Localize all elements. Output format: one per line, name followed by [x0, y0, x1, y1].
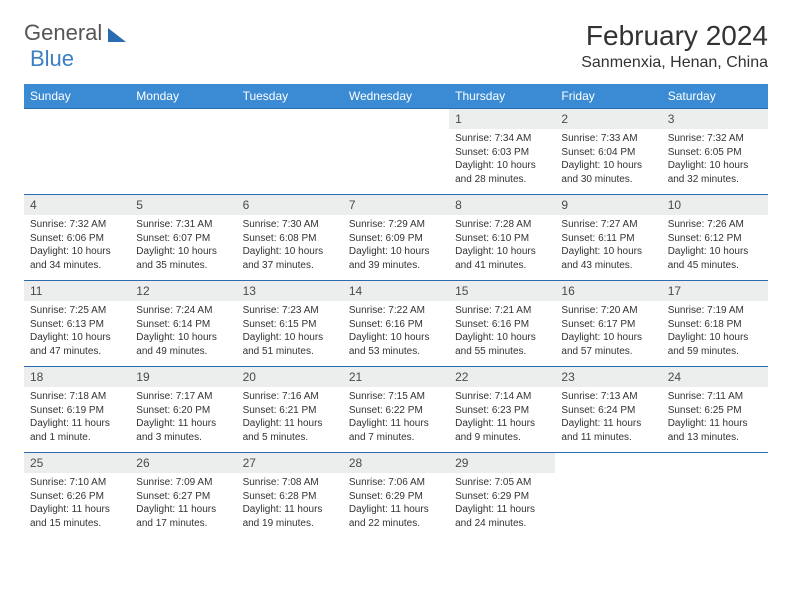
day-number-cell: 22 — [449, 367, 555, 388]
day-number-cell: 23 — [555, 367, 661, 388]
day-detail-cell: Sunrise: 7:31 AMSunset: 6:07 PMDaylight:… — [130, 215, 236, 281]
day-detail-cell: Sunrise: 7:16 AMSunset: 6:21 PMDaylight:… — [237, 387, 343, 453]
day-detail-row: Sunrise: 7:32 AMSunset: 6:06 PMDaylight:… — [24, 215, 768, 281]
day-detail-cell — [343, 129, 449, 195]
day-detail-cell — [662, 473, 768, 538]
day-detail-cell — [24, 129, 130, 195]
day-number-cell: 11 — [24, 281, 130, 302]
day-detail-cell: Sunrise: 7:18 AMSunset: 6:19 PMDaylight:… — [24, 387, 130, 453]
day-detail-row: Sunrise: 7:34 AMSunset: 6:03 PMDaylight:… — [24, 129, 768, 195]
day-detail-cell: Sunrise: 7:28 AMSunset: 6:10 PMDaylight:… — [449, 215, 555, 281]
day-number-cell: 19 — [130, 367, 236, 388]
day-number-cell: 8 — [449, 195, 555, 216]
title-block: February 2024 Sanmenxia, Henan, China — [581, 20, 768, 80]
day-detail-cell: Sunrise: 7:11 AMSunset: 6:25 PMDaylight:… — [662, 387, 768, 453]
dow-row: SundayMondayTuesdayWednesdayThursdayFrid… — [24, 84, 768, 109]
day-detail-cell: Sunrise: 7:22 AMSunset: 6:16 PMDaylight:… — [343, 301, 449, 367]
day-number-cell: 21 — [343, 367, 449, 388]
day-number-row: 2526272829 — [24, 453, 768, 474]
day-number-cell: 5 — [130, 195, 236, 216]
day-number-cell: 13 — [237, 281, 343, 302]
dow-cell: Thursday — [449, 84, 555, 109]
calendar-table: SundayMondayTuesdayWednesdayThursdayFrid… — [24, 84, 768, 538]
day-number-cell — [24, 109, 130, 130]
brand-part1: General — [24, 20, 102, 46]
day-number-cell: 7 — [343, 195, 449, 216]
day-number-cell: 2 — [555, 109, 661, 130]
dow-cell: Wednesday — [343, 84, 449, 109]
day-number-row: 18192021222324 — [24, 367, 768, 388]
day-detail-cell: Sunrise: 7:10 AMSunset: 6:26 PMDaylight:… — [24, 473, 130, 538]
brand-part2: Blue — [30, 46, 74, 72]
day-detail-cell: Sunrise: 7:24 AMSunset: 6:14 PMDaylight:… — [130, 301, 236, 367]
day-detail-cell: Sunrise: 7:32 AMSunset: 6:06 PMDaylight:… — [24, 215, 130, 281]
day-number-cell — [130, 109, 236, 130]
day-number-cell — [237, 109, 343, 130]
dow-cell: Friday — [555, 84, 661, 109]
day-number-cell: 20 — [237, 367, 343, 388]
dow-cell: Tuesday — [237, 84, 343, 109]
day-detail-cell: Sunrise: 7:26 AMSunset: 6:12 PMDaylight:… — [662, 215, 768, 281]
day-detail-cell: Sunrise: 7:13 AMSunset: 6:24 PMDaylight:… — [555, 387, 661, 453]
day-number-cell: 14 — [343, 281, 449, 302]
dow-cell: Saturday — [662, 84, 768, 109]
day-detail-cell — [130, 129, 236, 195]
day-number-cell: 26 — [130, 453, 236, 474]
day-number-row: 45678910 — [24, 195, 768, 216]
day-number-cell: 12 — [130, 281, 236, 302]
day-detail-cell: Sunrise: 7:33 AMSunset: 6:04 PMDaylight:… — [555, 129, 661, 195]
day-detail-cell: Sunrise: 7:21 AMSunset: 6:16 PMDaylight:… — [449, 301, 555, 367]
day-number-cell — [555, 453, 661, 474]
day-detail-row: Sunrise: 7:18 AMSunset: 6:19 PMDaylight:… — [24, 387, 768, 453]
day-detail-cell: Sunrise: 7:25 AMSunset: 6:13 PMDaylight:… — [24, 301, 130, 367]
day-number-cell: 27 — [237, 453, 343, 474]
day-detail-cell — [237, 129, 343, 195]
day-number-cell: 3 — [662, 109, 768, 130]
day-detail-cell: Sunrise: 7:27 AMSunset: 6:11 PMDaylight:… — [555, 215, 661, 281]
day-number-cell: 6 — [237, 195, 343, 216]
sail-icon — [108, 28, 126, 42]
day-detail-cell: Sunrise: 7:20 AMSunset: 6:17 PMDaylight:… — [555, 301, 661, 367]
day-number-cell: 17 — [662, 281, 768, 302]
day-detail-row: Sunrise: 7:25 AMSunset: 6:13 PMDaylight:… — [24, 301, 768, 367]
location: Sanmenxia, Henan, China — [581, 54, 768, 72]
day-detail-cell: Sunrise: 7:14 AMSunset: 6:23 PMDaylight:… — [449, 387, 555, 453]
day-number-cell: 18 — [24, 367, 130, 388]
day-number-cell: 15 — [449, 281, 555, 302]
day-detail-cell: Sunrise: 7:29 AMSunset: 6:09 PMDaylight:… — [343, 215, 449, 281]
calendar-page: General February 2024 Sanmenxia, Henan, … — [0, 0, 792, 558]
day-number-cell: 1 — [449, 109, 555, 130]
brand-logo: General — [24, 20, 128, 46]
day-number-cell — [343, 109, 449, 130]
day-detail-cell: Sunrise: 7:30 AMSunset: 6:08 PMDaylight:… — [237, 215, 343, 281]
day-detail-cell: Sunrise: 7:09 AMSunset: 6:27 PMDaylight:… — [130, 473, 236, 538]
day-number-cell: 28 — [343, 453, 449, 474]
day-detail-cell: Sunrise: 7:15 AMSunset: 6:22 PMDaylight:… — [343, 387, 449, 453]
day-detail-cell: Sunrise: 7:19 AMSunset: 6:18 PMDaylight:… — [662, 301, 768, 367]
day-number-cell: 16 — [555, 281, 661, 302]
day-detail-cell: Sunrise: 7:17 AMSunset: 6:20 PMDaylight:… — [130, 387, 236, 453]
day-number-cell: 10 — [662, 195, 768, 216]
day-detail-cell: Sunrise: 7:32 AMSunset: 6:05 PMDaylight:… — [662, 129, 768, 195]
day-detail-cell: Sunrise: 7:34 AMSunset: 6:03 PMDaylight:… — [449, 129, 555, 195]
day-number-row: 123 — [24, 109, 768, 130]
day-number-cell — [662, 453, 768, 474]
dow-cell: Sunday — [24, 84, 130, 109]
day-number-cell: 9 — [555, 195, 661, 216]
month-title: February 2024 — [581, 20, 768, 52]
day-number-cell: 25 — [24, 453, 130, 474]
day-number-cell: 4 — [24, 195, 130, 216]
header-row: General February 2024 Sanmenxia, Henan, … — [24, 20, 768, 80]
day-detail-cell — [555, 473, 661, 538]
dow-cell: Monday — [130, 84, 236, 109]
day-detail-cell: Sunrise: 7:05 AMSunset: 6:29 PMDaylight:… — [449, 473, 555, 538]
day-detail-row: Sunrise: 7:10 AMSunset: 6:26 PMDaylight:… — [24, 473, 768, 538]
day-detail-cell: Sunrise: 7:08 AMSunset: 6:28 PMDaylight:… — [237, 473, 343, 538]
day-number-cell: 29 — [449, 453, 555, 474]
day-detail-cell: Sunrise: 7:23 AMSunset: 6:15 PMDaylight:… — [237, 301, 343, 367]
day-detail-cell: Sunrise: 7:06 AMSunset: 6:29 PMDaylight:… — [343, 473, 449, 538]
day-number-cell: 24 — [662, 367, 768, 388]
day-number-row: 11121314151617 — [24, 281, 768, 302]
